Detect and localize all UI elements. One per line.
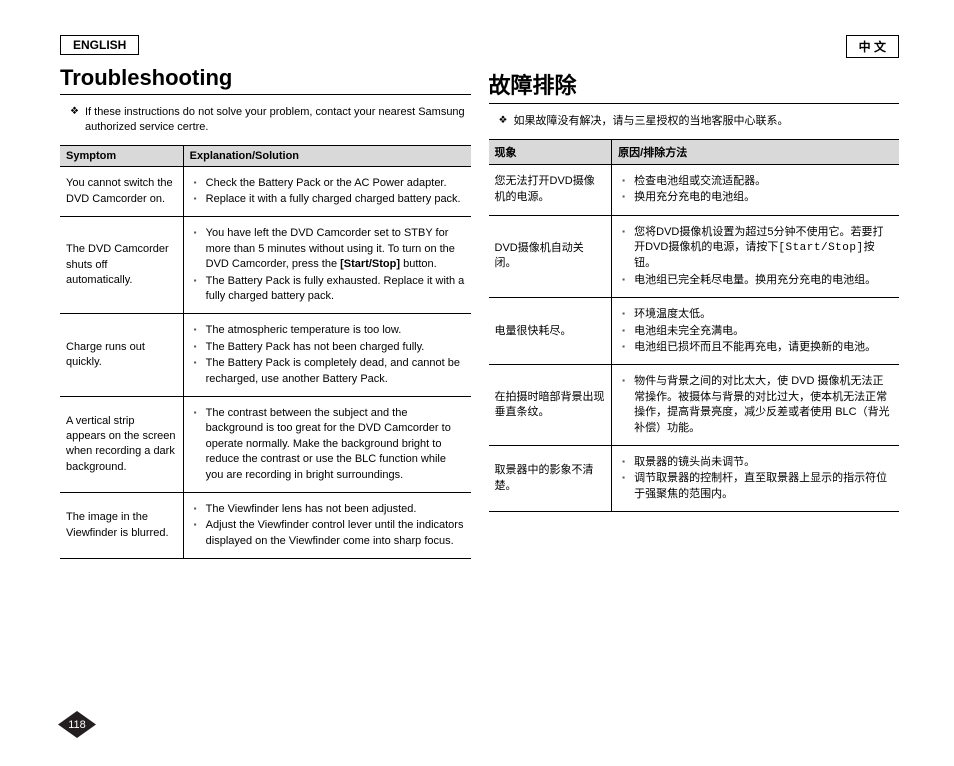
list-item: The atmospheric temperature is too low.: [194, 323, 465, 338]
table-row: The image in the Viewfinder is blurred. T…: [60, 492, 471, 558]
list-item: 调节取景器的控制杆，直至取景器上显示的指示符位于强聚焦的范围内。: [622, 471, 893, 502]
th-solution-en: Explanation/Solution: [183, 145, 470, 166]
solution-cell: The atmospheric temperature is too low. T…: [183, 314, 470, 397]
list-item: The Battery Pack has not been charged fu…: [194, 340, 465, 355]
symptom-cell: Charge runs out quickly.: [60, 314, 183, 397]
table-row: You cannot switch the DVD Camcorder on. C…: [60, 166, 471, 217]
table-row: 电量很快耗尽。环境温度太低。电池组未完全充满电。电池组已损坏而且不能再充电，请更…: [489, 298, 900, 365]
intro-en: ❖ If these instructions do not solve you…: [60, 105, 471, 135]
intro-text-en: If these instructions do not solve your …: [85, 105, 471, 135]
solution-cell: 检查电池组或交流适配器。换用充分充电的电池组。: [612, 164, 899, 215]
diamond-icon: ❖: [499, 114, 508, 129]
lang-tab-zh: 中 文: [846, 35, 899, 58]
english-column: ENGLISH Troubleshooting ❖ If these instr…: [60, 35, 471, 559]
table-row: A vertical strip appears on the screen w…: [60, 396, 471, 492]
list-item: You have left the DVD Camcorder set to S…: [194, 226, 465, 272]
intro-zh: ❖ 如果故障没有解决，请与三星授权的当地客服中心联系。: [489, 114, 900, 129]
list-item: The Battery Pack is fully exhausted. Rep…: [194, 274, 465, 305]
symptom-cell: 您无法打开DVD摄像机的电源。: [489, 164, 612, 215]
symptom-cell: You cannot switch the DVD Camcorder on.: [60, 166, 183, 217]
solution-cell: 环境温度太低。电池组未完全充满电。电池组已损坏而且不能再充电，请更换新的电池。: [612, 298, 899, 365]
table-row: 取景器中的影象不清楚。取景器的镜头尚未调节。调节取景器的控制杆，直至取景器上显示…: [489, 445, 900, 511]
list-item: Replace it with a fully charged charged …: [194, 192, 465, 207]
table-row: 在拍摄时暗部背景出现垂直条纹。物件与背景之间的对比太大，使 DVD 摄像机无法正…: [489, 365, 900, 446]
table-row: The DVD Camcorder shuts off automaticall…: [60, 217, 471, 314]
list-item: The contrast between the subject and the…: [194, 406, 465, 483]
symptom-cell: The DVD Camcorder shuts off automaticall…: [60, 217, 183, 314]
list-item: 您将DVD摄像机设置为超过5分钟不使用它。若要打开DVD摄像机的电源，请按下[S…: [622, 225, 893, 272]
lang-tab-en: ENGLISH: [60, 35, 139, 55]
list-item: 环境温度太低。: [622, 307, 893, 322]
chinese-column: 中 文 故障排除 ❖ 如果故障没有解决，请与三星授权的当地客服中心联系。 现象 …: [489, 35, 900, 559]
solution-cell: The contrast between the subject and the…: [183, 396, 470, 492]
intro-text-zh: 如果故障没有解决，请与三星授权的当地客服中心联系。: [513, 114, 788, 129]
list-item: 物件与背景之间的对比太大，使 DVD 摄像机无法正常操作。被摄体与背景的对比过大…: [622, 374, 893, 436]
list-item: 换用充分充电的电池组。: [622, 190, 893, 205]
list-item: Check the Battery Pack or the AC Power a…: [194, 176, 465, 191]
list-item: The Viewfinder lens has not been adjuste…: [194, 502, 465, 517]
title-en: Troubleshooting: [60, 65, 471, 95]
table-zh: 现象 原因/排除方法 您无法打开DVD摄像机的电源。检查电池组或交流适配器。换用…: [489, 139, 900, 512]
title-zh: 故障排除: [489, 68, 900, 104]
th-symptom-en: Symptom: [60, 145, 183, 166]
page-number-marker: 118: [58, 711, 96, 738]
solution-cell: 物件与背景之间的对比太大，使 DVD 摄像机无法正常操作。被摄体与背景的对比过大…: [612, 365, 899, 446]
table-row: Charge runs out quickly.The atmospheric …: [60, 314, 471, 397]
list-item: 电池组未完全充满电。: [622, 324, 893, 339]
list-item: 取景器的镜头尚未调节。: [622, 455, 893, 470]
th-symptom-zh: 现象: [489, 139, 612, 164]
symptom-cell: 电量很快耗尽。: [489, 298, 612, 365]
symptom-cell: 在拍摄时暗部背景出现垂直条纹。: [489, 365, 612, 446]
solution-cell: Check the Battery Pack or the AC Power a…: [183, 166, 470, 217]
solution-cell: The Viewfinder lens has not been adjuste…: [183, 492, 470, 558]
table-row: 您无法打开DVD摄像机的电源。检查电池组或交流适配器。换用充分充电的电池组。: [489, 164, 900, 215]
symptom-cell: DVD摄像机自动关闭。: [489, 215, 612, 298]
page-number: 118: [58, 719, 96, 731]
list-item: 电池组已损坏而且不能再充电，请更换新的电池。: [622, 340, 893, 355]
table-en: Symptom Explanation/Solution You cannot …: [60, 145, 471, 559]
list-item: 电池组已完全耗尽电量。换用充分充电的电池组。: [622, 273, 893, 288]
symptom-cell: A vertical strip appears on the screen w…: [60, 396, 183, 492]
th-solution-zh: 原因/排除方法: [612, 139, 899, 164]
list-item: The Battery Pack is completely dead, and…: [194, 356, 465, 387]
list-item: Adjust the Viewfinder control lever unti…: [194, 518, 465, 549]
solution-cell: 取景器的镜头尚未调节。调节取景器的控制杆，直至取景器上显示的指示符位于强聚焦的范…: [612, 445, 899, 511]
symptom-cell: The image in the Viewfinder is blurred.: [60, 492, 183, 558]
solution-cell: 您将DVD摄像机设置为超过5分钟不使用它。若要打开DVD摄像机的电源，请按下[S…: [612, 215, 899, 298]
solution-cell: You have left the DVD Camcorder set to S…: [183, 217, 470, 314]
diamond-icon: ❖: [70, 105, 79, 135]
list-item: 检查电池组或交流适配器。: [622, 174, 893, 189]
symptom-cell: 取景器中的影象不清楚。: [489, 445, 612, 511]
table-row: DVD摄像机自动关闭。您将DVD摄像机设置为超过5分钟不使用它。若要打开DVD摄…: [489, 215, 900, 298]
